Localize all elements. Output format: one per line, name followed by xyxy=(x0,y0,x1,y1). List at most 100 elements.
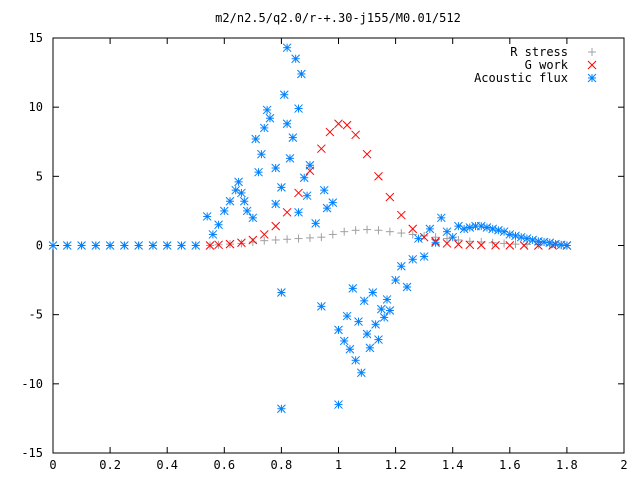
data-point xyxy=(442,234,451,243)
data-point xyxy=(382,295,392,304)
data-point xyxy=(120,241,129,250)
data-point xyxy=(271,199,281,209)
data-point xyxy=(219,206,229,216)
data-point xyxy=(311,219,321,228)
data-point xyxy=(248,213,258,223)
axes: 0 0.2 0.4 0.6 0.8 1 1.2 1.4 1.6 1.8 2 15 10 5 0 -5 -10 -1… xyxy=(21,31,627,472)
data-point xyxy=(277,288,286,297)
data-point xyxy=(294,207,303,217)
data-point xyxy=(419,252,429,261)
data-point xyxy=(528,235,537,245)
data-point xyxy=(317,144,326,154)
data-point xyxy=(354,317,363,326)
data-point xyxy=(48,241,58,250)
data-point xyxy=(465,223,475,232)
data-point xyxy=(351,355,360,365)
data-point xyxy=(251,134,261,144)
data-point xyxy=(282,207,292,217)
x-tick-label: 0.6 xyxy=(213,458,235,472)
x-tick-label: 1 xyxy=(335,458,342,472)
data-point xyxy=(134,241,144,250)
data-point xyxy=(162,241,172,250)
data-point xyxy=(62,241,72,250)
data-point xyxy=(500,239,509,248)
data-point xyxy=(317,233,326,242)
data-point xyxy=(305,233,314,242)
data-point xyxy=(319,185,329,195)
data-point xyxy=(408,230,417,239)
data-point xyxy=(488,224,498,234)
data-point xyxy=(476,221,486,231)
data-point xyxy=(402,282,412,292)
data-point xyxy=(262,105,272,115)
data-point xyxy=(248,238,257,247)
data-point xyxy=(476,240,486,250)
data-point xyxy=(285,153,295,163)
data-point xyxy=(271,163,281,173)
x-tick-label: 1.8 xyxy=(556,458,578,472)
data-point xyxy=(297,69,306,79)
data-point xyxy=(271,235,280,244)
data-point xyxy=(77,241,86,250)
y-tick-label: 15 xyxy=(29,31,43,45)
data-point xyxy=(342,120,352,130)
data-point xyxy=(345,344,355,354)
data-point xyxy=(334,119,343,129)
legend-label: G work xyxy=(525,58,569,72)
data-point xyxy=(374,171,383,181)
data-point xyxy=(431,238,440,248)
data-point xyxy=(414,234,423,243)
data-point xyxy=(348,284,358,293)
data-point xyxy=(305,160,315,170)
y-tick-label: 10 xyxy=(29,100,43,114)
x-tick-label: 0 xyxy=(49,458,56,472)
data-point xyxy=(362,149,372,159)
data-point xyxy=(368,288,378,297)
data-point xyxy=(277,183,286,192)
data-point xyxy=(371,319,380,329)
data-point xyxy=(105,241,115,250)
data-point xyxy=(340,227,349,236)
legend-label: R stress xyxy=(510,45,568,59)
data-point xyxy=(257,149,266,159)
data-point xyxy=(491,240,500,250)
x-tick-label: 0.4 xyxy=(156,458,178,472)
data-point xyxy=(363,225,372,234)
data-point xyxy=(259,230,269,239)
data-point xyxy=(356,368,366,378)
data-point xyxy=(351,130,360,140)
data-point xyxy=(248,235,258,245)
data-point xyxy=(225,239,235,249)
data-point xyxy=(299,173,309,183)
data-point xyxy=(214,240,223,250)
x-tick-label: 1.4 xyxy=(442,458,464,472)
y-tick-label: -15 xyxy=(21,446,43,460)
data-point xyxy=(279,90,289,100)
data-point xyxy=(239,196,249,206)
data-point xyxy=(148,241,158,250)
data-point xyxy=(294,188,303,198)
data-point xyxy=(365,343,375,353)
data-point xyxy=(391,275,400,285)
data-point xyxy=(459,224,469,234)
data-point xyxy=(282,43,292,53)
x-tick-label: 1.2 xyxy=(385,458,407,472)
x-tick-label: 0.8 xyxy=(271,458,293,472)
data-point xyxy=(191,241,201,250)
data-point xyxy=(359,296,369,306)
data-point xyxy=(288,133,298,142)
data-point xyxy=(385,227,394,236)
data-point xyxy=(339,336,349,346)
data-point xyxy=(385,306,395,315)
data-point xyxy=(302,191,312,201)
data-point xyxy=(562,241,572,250)
data-point xyxy=(494,225,503,235)
data-point xyxy=(419,232,429,242)
chart-title: m2/n2.5/q2.0/r-+.30-j155/M0.01/512 xyxy=(215,11,461,25)
data-point xyxy=(260,236,269,245)
data-point xyxy=(294,234,303,243)
data-point xyxy=(317,302,326,311)
data-point xyxy=(202,212,212,221)
data-point xyxy=(259,123,269,133)
series-acoustic-flux xyxy=(48,43,572,414)
